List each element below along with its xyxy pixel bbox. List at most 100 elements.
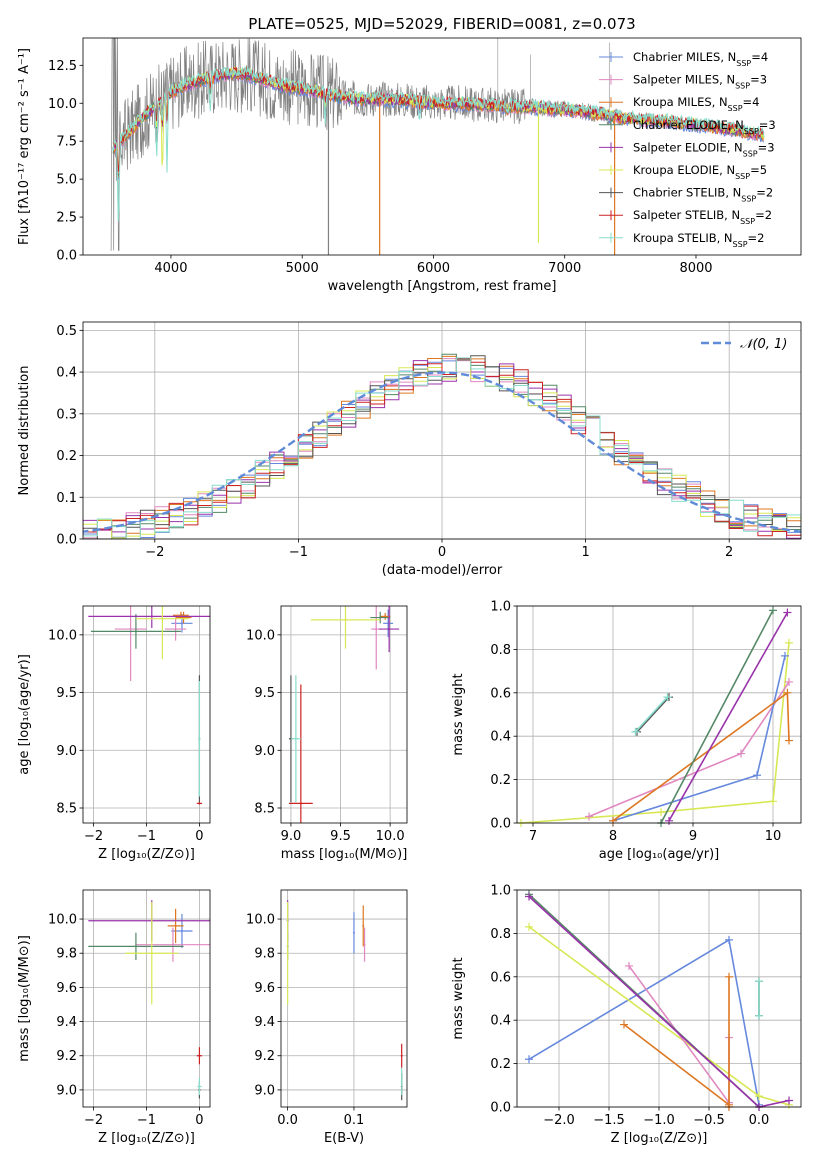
axes-frame (280, 889, 408, 1108)
y-tick-label: 0.0 (490, 1101, 511, 1116)
series-marker (525, 1055, 533, 1064)
series-marker (783, 608, 792, 617)
legend-label: 𝒩(0, 1) (740, 337, 787, 352)
y-tick-label: 7.5 (56, 135, 77, 150)
y-tick-label: 8.5 (254, 801, 275, 816)
plot-area (110, 38, 765, 255)
x-tick-label: −1.0 (643, 1113, 675, 1128)
series-marker (609, 816, 617, 825)
y-tick-label: 9.0 (254, 1083, 275, 1098)
data-point (161, 617, 164, 620)
legend-label: Chabrier STELIB, NSSP=2 (633, 186, 773, 204)
series-marker (725, 972, 733, 981)
data-point (180, 622, 183, 625)
chart-title: PLATE=0525, MJD=52029, FIBERID=0081, z=0… (248, 15, 635, 33)
data-point (174, 628, 177, 631)
y-tick-label: 10.0 (48, 97, 77, 112)
data-point (384, 615, 387, 618)
y-tick-label: 9.6 (254, 981, 275, 996)
y-tick-label: 10.0 (48, 913, 77, 928)
y-tick-label: 10.0 (246, 913, 275, 928)
y-tick-label: 9.4 (56, 1015, 77, 1030)
data-point (299, 802, 302, 805)
series-marker (631, 727, 640, 736)
plot-area (288, 606, 400, 823)
data-point (171, 943, 174, 946)
plot-area (88, 900, 210, 1099)
x-tick-label: 10.0 (376, 829, 405, 844)
x-tick-label: 6000 (417, 261, 450, 276)
data-point (182, 616, 185, 619)
y-axis-label: mass weight (451, 673, 466, 755)
y-axis-label: mass [log₁₀(M/M⊙)] (17, 935, 32, 1062)
axes-frame (280, 605, 408, 824)
y-tick-label: 0.4 (490, 730, 511, 745)
series-marker (785, 677, 793, 686)
legend-label: Kroupa STELIB, NSSP=2 (633, 231, 764, 249)
axes-frame (82, 37, 802, 256)
series-line-kroupa_stelib (634, 696, 668, 733)
y-tick-label: 10.0 (48, 628, 77, 643)
x-tick-label: 2 (725, 545, 733, 560)
x-tick-label: 10 (765, 829, 782, 844)
grid (83, 890, 210, 1107)
data-point (180, 930, 183, 933)
data-point (198, 1054, 201, 1057)
y-tick-label: 5.0 (56, 173, 77, 188)
x-tick-label: 9.5 (330, 829, 351, 844)
axes-age_vs_z: −2 −1 0 8.5 9.0 9.5 10.0 Z [log₁₀(Z/Z⊙)] age [lo… (17, 605, 211, 862)
data-point (352, 931, 355, 934)
series-marker (785, 638, 793, 647)
series-marker (785, 1096, 793, 1105)
data-point (198, 737, 201, 740)
plot-area (286, 900, 403, 1101)
axes-mass_vs_z: −2 −1 0 9.0 9.2 9.4 9.6 9.8 10.0 Z [log₁₀(Z/Z⊙)] m… (17, 889, 211, 1146)
y-tick-label: 0.0 (490, 817, 511, 832)
y-tick-label: 9.6 (56, 981, 77, 996)
y-tick-label: 9.8 (56, 947, 77, 962)
y-tick-label: 9.5 (56, 686, 77, 701)
x-axis-label: Z [log₁₀(Z/Z⊙)] (611, 1131, 708, 1146)
y-tick-label: 0.0 (56, 533, 77, 548)
data-point (198, 1085, 201, 1088)
y-tick-label: 12.5 (48, 59, 77, 74)
residual-hist-salpeter_stelib (83, 357, 801, 537)
x-axis-label: age [log₁₀(age/yr)] (599, 847, 720, 862)
data-point (150, 952, 153, 955)
series-marker (781, 651, 789, 660)
y-tick-label: 0.2 (490, 773, 511, 788)
x-tick-label: 9.0 (281, 829, 302, 844)
x-tick-label: 9 (689, 829, 697, 844)
y-tick-label: 0.2 (490, 1057, 511, 1072)
y-tick-label: 9.8 (254, 947, 275, 962)
series-marker (525, 892, 533, 901)
legend: Chabrier MILES, NSSP=4 Salpeter MILES, NS… (599, 50, 776, 248)
x-axis-label: Z [log₁₀(Z/Z⊙)] (98, 1131, 195, 1146)
x-tick-label: 7 (529, 829, 537, 844)
axes-frame (82, 321, 802, 540)
y-tick-label: 9.2 (254, 1049, 275, 1064)
x-tick-label: −1.5 (593, 1113, 625, 1128)
axes-spectrum: 4000 5000 6000 7000 8000 0.0 2.5 5.0 7.5 10.0 12.5… (17, 15, 802, 294)
y-tick-label: 9.5 (254, 686, 275, 701)
y-tick-label: 2.5 (56, 211, 77, 226)
x-tick-label: 7000 (548, 261, 581, 276)
x-tick-label: −1 (137, 829, 156, 844)
data-point (294, 737, 297, 740)
y-axis-label: Flux [fλ10⁻¹⁷ erg cm⁻² s⁻¹ A⁻¹] (17, 48, 32, 245)
axes-frame (516, 605, 802, 824)
x-tick-label: −2 (84, 1113, 103, 1128)
series-marker (625, 961, 633, 970)
y-tick-label: 1.0 (490, 600, 511, 615)
y-axis-label: age [log₁₀(age/yr)] (17, 654, 32, 775)
data-point (286, 952, 289, 955)
y-tick-label: 0.2 (56, 449, 77, 464)
axes-massweight_vs_z: −2.0 −1.5 −1.0 −0.5 0.0 0.0 0.2 0.4 0.6 0.8 1.0 Z [… (451, 884, 802, 1146)
legend-label: Salpeter MILES, NSSP=3 (633, 73, 767, 91)
data-point (134, 630, 137, 633)
y-tick-label: 9.0 (56, 1083, 77, 1098)
axes-frame (82, 605, 211, 824)
model-spectrum-kroupa_stelib (111, 66, 765, 222)
x-tick-label: 0.0 (749, 1113, 770, 1128)
